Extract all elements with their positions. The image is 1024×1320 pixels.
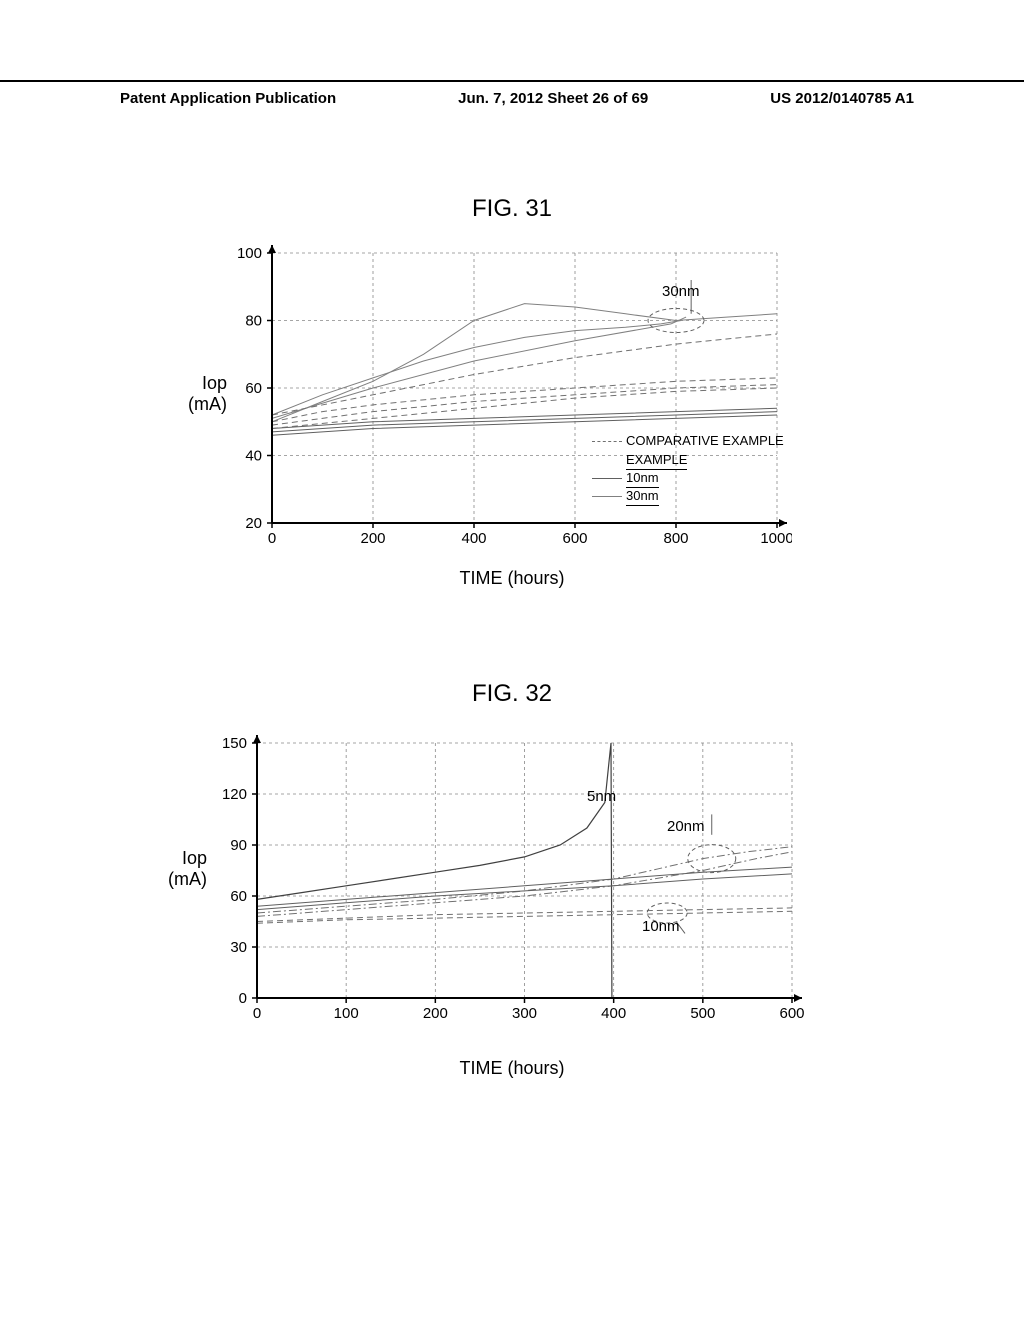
svg-text:150: 150 xyxy=(222,735,247,752)
svg-text:0: 0 xyxy=(253,1005,261,1022)
svg-text:800: 800 xyxy=(663,530,688,547)
svg-text:400: 400 xyxy=(461,530,486,547)
fig31-ylabel: Iop (mA) xyxy=(188,373,227,415)
svg-text:40: 40 xyxy=(245,448,262,465)
svg-text:0: 0 xyxy=(268,530,276,547)
header-left: Patent Application Publication xyxy=(120,90,336,107)
fig32-annotation-10nm: 10nm xyxy=(642,918,680,935)
figure-31: FIG. 31 0 200 400 600 800 1000 20 40 60 80 100 Iop… xyxy=(0,195,1024,589)
fig31-annotation-30nm: 30nm xyxy=(662,283,700,300)
fig32-ylabel: Iop (mA) xyxy=(168,848,207,890)
figure-32: FIG. 32 0 100 200 300 400 500 600 0 30 60 90 120 150… xyxy=(0,680,1024,1079)
svg-text:200: 200 xyxy=(423,1005,448,1022)
svg-text:400: 400 xyxy=(601,1005,626,1022)
fig31-legend: COMPARATIVE EXAMPLE EXAMPLE 10nm 30nm xyxy=(592,433,784,506)
svg-text:1000: 1000 xyxy=(760,530,792,547)
header-center: Jun. 7, 2012 Sheet 26 of 69 xyxy=(458,90,648,107)
svg-text:60: 60 xyxy=(245,380,262,397)
svg-text:30: 30 xyxy=(230,939,247,956)
svg-text:60: 60 xyxy=(230,888,247,905)
svg-text:300: 300 xyxy=(512,1005,537,1022)
svg-text:0: 0 xyxy=(239,990,247,1007)
fig32-chart: 01002003004005006000306090120150 Iop (mA… xyxy=(212,728,812,1028)
fig31-chart: 0200400600800100020406080100 Iop (mA) 30… xyxy=(232,243,792,553)
header-right: US 2012/0140785 A1 xyxy=(770,90,914,107)
svg-text:100: 100 xyxy=(334,1005,359,1022)
fig32-annotation-20nm: 20nm xyxy=(667,818,705,835)
svg-text:600: 600 xyxy=(779,1005,804,1022)
svg-text:200: 200 xyxy=(360,530,385,547)
svg-text:80: 80 xyxy=(245,313,262,330)
page-header: Patent Application Publication Jun. 7, 2… xyxy=(0,80,1024,107)
fig32-title: FIG. 32 xyxy=(0,680,1024,708)
fig32-svg: 0 100 200 300 400 500 600 0 30 60 90 120 150 xyxy=(212,728,812,1028)
fig31-svg: 0 200 400 600 800 1000 20 40 60 80 100 xyxy=(232,243,792,553)
svg-text:500: 500 xyxy=(690,1005,715,1022)
svg-text:120: 120 xyxy=(222,786,247,803)
svg-text:90: 90 xyxy=(230,837,247,854)
svg-text:20: 20 xyxy=(245,515,262,532)
fig31-title: FIG. 31 xyxy=(0,195,1024,223)
fig32-xlabel: TIME (hours) xyxy=(0,1058,1024,1079)
svg-text:100: 100 xyxy=(237,245,262,262)
svg-text:600: 600 xyxy=(562,530,587,547)
fig31-xlabel: TIME (hours) xyxy=(0,568,1024,589)
fig32-annotation-5nm: 5nm xyxy=(587,788,616,805)
